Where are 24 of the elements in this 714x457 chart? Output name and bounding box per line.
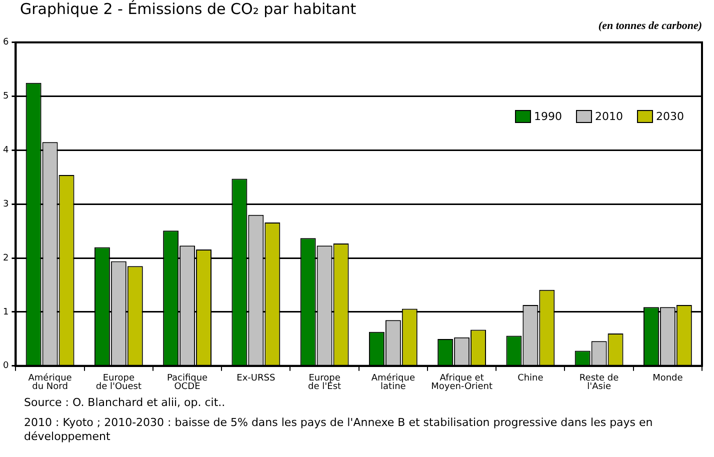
- chart-title: Graphique 2 - Émissions de CO₂ par habitant: [20, 0, 356, 18]
- x-tick-label: Chine: [518, 374, 544, 384]
- x-tick-label: Pacifique OCDE: [166, 374, 208, 392]
- y-tick-label: 4: [2, 146, 9, 156]
- x-tick-label: Ex-URSS: [236, 374, 276, 384]
- y-tick-label: 6: [2, 38, 9, 48]
- y-tick-label: 5: [2, 92, 9, 102]
- text: 2010 : Kyoto ; 2010-2030 : baisse de 5% dans les pays de l'Annexe B et stabilisation progressive dans les pays en développement: [24, 416, 654, 444]
- x-tick-label: Europe de l'Ouest: [96, 374, 142, 392]
- y-tick-label: 1: [2, 307, 9, 318]
- source-note: Source : O. Blanchard et alii, op. cit..: [24, 396, 226, 410]
- x-tick-label: Amérique du Nord: [28, 372, 72, 392]
- legend-label: 2030: [656, 110, 684, 123]
- x-tick-label: Europe de l'Est: [308, 374, 342, 392]
- y-tick-label: 2: [2, 253, 9, 264]
- x-tick-label: Afrique et Moyen-Orient: [431, 374, 493, 392]
- legend-label: 2010: [595, 110, 623, 123]
- x-tick-label: Reste de l'Asie: [579, 374, 620, 392]
- x-tick-label: Monde: [652, 374, 684, 384]
- chart-subtitle: (en tonnes de carbone): [598, 20, 702, 32]
- legend-label: 1990: [534, 110, 562, 123]
- y-tick-label: 0: [2, 361, 9, 372]
- x-tick-label: Amérique latine: [371, 372, 416, 392]
- y-tick-label: 3: [2, 199, 9, 210]
